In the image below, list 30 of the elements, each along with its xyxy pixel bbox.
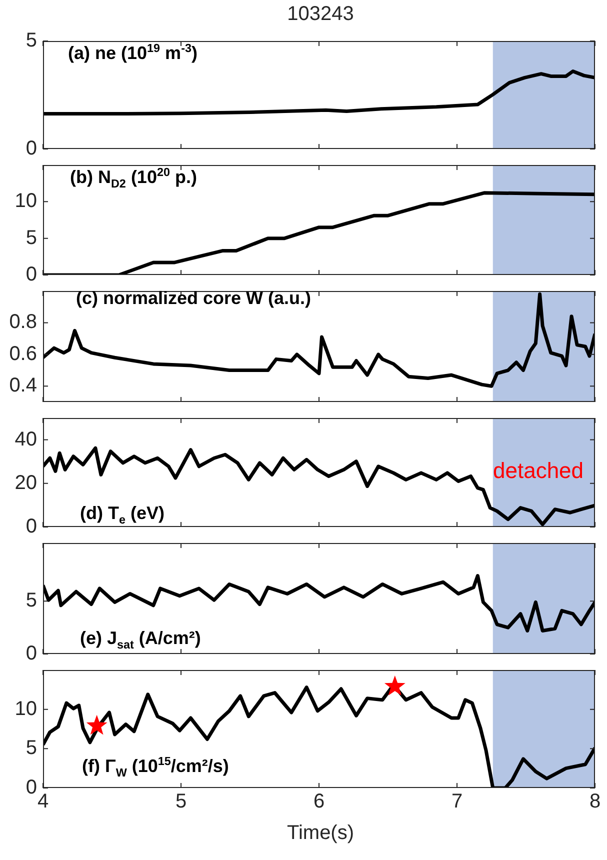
y-tick-label: 0 (26, 516, 37, 538)
annotation: (b) N$_{D2}$ (10$^{20}$ p.) (70, 166, 197, 191)
y-tick-label: 10 (14, 698, 37, 720)
y-tick-label: 5 (26, 737, 37, 760)
y-tick-label: 0 (26, 776, 37, 799)
x-tick-label: 5 (175, 790, 187, 813)
annotation: (a) ne (10$^{19}$ m$^{-3}$) (68, 42, 198, 64)
y-tick-label: 0.4 (9, 374, 37, 397)
y-tick-label: 5 (26, 590, 37, 612)
x-axis-title: Time(s) (286, 822, 356, 845)
y-tick-label: 0 (26, 138, 37, 160)
chart-title: 103243 (286, 3, 355, 26)
y-tick-label: 5 (26, 226, 37, 249)
x-tick-label: 8 (589, 790, 601, 813)
y-tick-label: 0 (26, 642, 37, 665)
annotation: (e) J$_{sat}$ (A/cm²) (80, 628, 201, 652)
x-tick-label: 4 (37, 790, 49, 813)
annotation: (f) Γ$_{W}$ (10$^{15}$/cm²/s) (82, 755, 229, 780)
x-tick-label: 7 (451, 790, 463, 813)
annotation: (c) normalized core W (a.u.) (76, 288, 312, 309)
y-tick-label: 0.8 (9, 311, 37, 334)
annotation: detached (493, 458, 584, 484)
y-tick-label: 0.6 (9, 342, 37, 365)
x-tick-label: 6 (313, 790, 325, 813)
y-tick-label: 20 (14, 472, 37, 494)
y-tick-label: 40 (14, 428, 37, 450)
annotation: (d) T$_{e}$ (eV) (80, 503, 165, 527)
y-tick-label: 5 (26, 30, 37, 52)
y-tick-label: 10 (14, 190, 37, 212)
y-tick-label: 0 (26, 264, 37, 286)
